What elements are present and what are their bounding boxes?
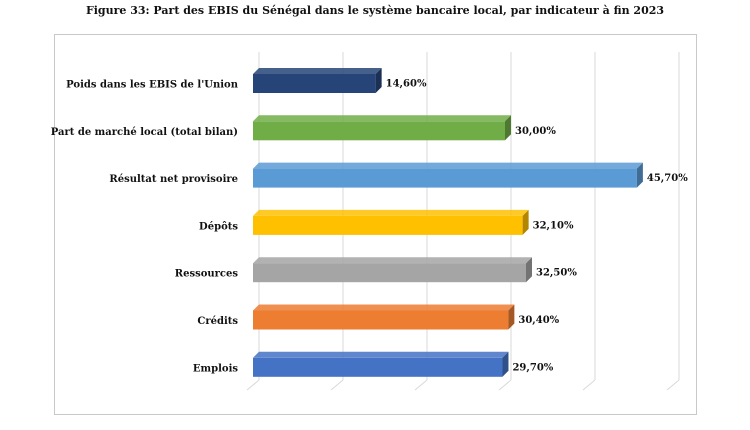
bar [253, 74, 376, 93]
data-label: 29,70% [512, 362, 553, 373]
data-label: 30,40% [518, 315, 559, 326]
bar [253, 263, 526, 283]
bar-side-face [508, 304, 515, 330]
bar [253, 215, 523, 235]
data-label: 45,70% [647, 173, 688, 184]
bar-side-face [375, 68, 382, 93]
gridline-floor [330, 379, 344, 391]
gridline-floor [246, 379, 260, 391]
bar-side-face [526, 257, 532, 283]
bar-top-face [253, 162, 643, 169]
bar [253, 310, 509, 330]
bar [253, 121, 505, 141]
gridline-floor [498, 379, 512, 391]
bar-side-face [522, 209, 529, 235]
category-label: Crédits [197, 316, 238, 327]
bar-side-face [505, 115, 511, 141]
category-label: Emplois [193, 363, 238, 374]
category-label: Part de marché local (total bilan) [51, 127, 238, 138]
bar-top-face [253, 351, 509, 358]
category-label: Dépôts [199, 221, 238, 232]
data-label: 30,00% [515, 126, 556, 137]
gridline-floor [666, 379, 680, 391]
bar-top-face [253, 68, 382, 74]
bar-side-face [636, 162, 643, 188]
figure-title: Figure 33: Part des EBIS du Sénégal dans… [85, 4, 665, 17]
data-label: 32,10% [533, 220, 574, 231]
gridline-floor [414, 379, 428, 391]
data-label: 32,50% [536, 268, 577, 279]
gridline-floor [582, 379, 596, 391]
data-label: 14,60% [386, 79, 427, 90]
category-label: Poids dans les EBIS de l'Union [66, 80, 239, 91]
category-label: Ressources [175, 269, 239, 280]
bar [253, 168, 637, 188]
category-label: Résultat net provisoire [109, 174, 238, 185]
bar-top-face [253, 257, 532, 264]
bar-top-face [253, 304, 515, 311]
bar [253, 357, 503, 377]
bar-top-face [253, 209, 529, 216]
bar-side-face [502, 351, 509, 377]
bar-top-face [253, 115, 511, 122]
